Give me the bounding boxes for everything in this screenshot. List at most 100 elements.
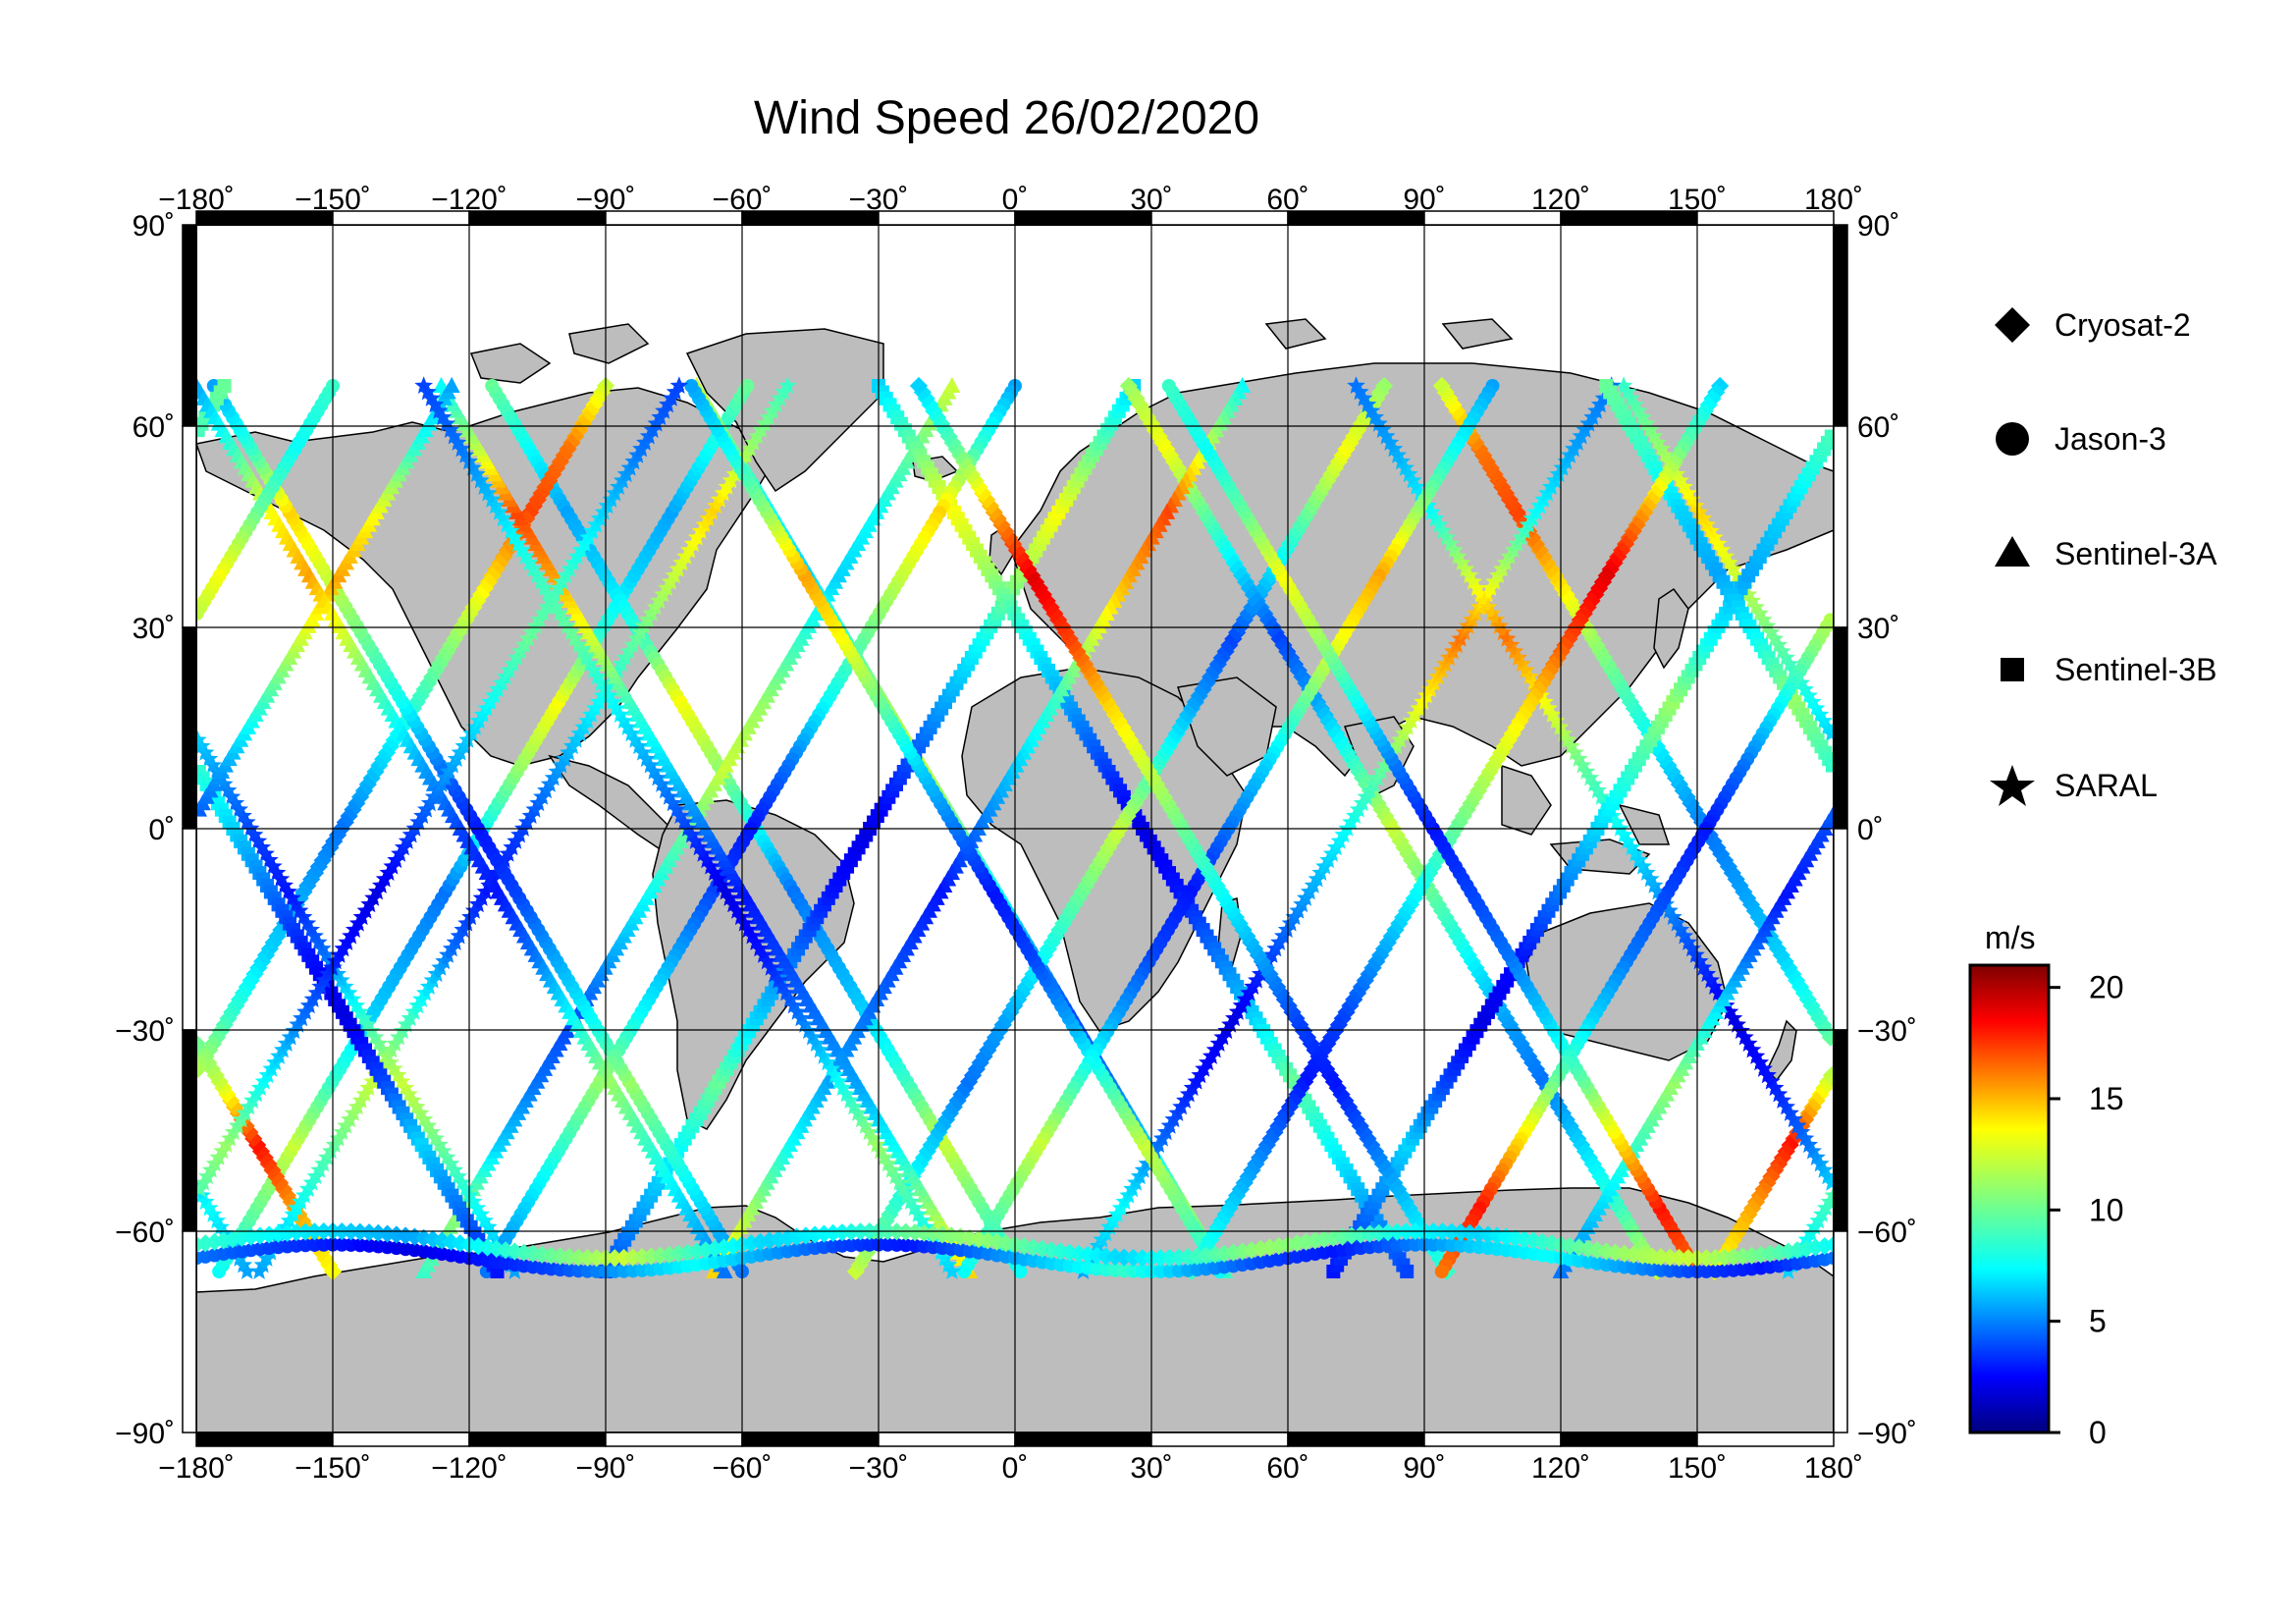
track-point [818, 1053, 837, 1071]
track-point [1407, 477, 1426, 495]
track-point [1564, 623, 1582, 642]
frame-bar-right [1833, 1230, 1848, 1434]
track-point [490, 503, 508, 520]
track-point [207, 1211, 227, 1229]
track-point [531, 571, 551, 590]
track-point [646, 597, 666, 616]
lat-tick-label-left: 0˚ [148, 814, 175, 846]
track-point [573, 414, 593, 433]
track-point [1358, 395, 1377, 413]
frame-bar-bottom [1014, 1432, 1152, 1447]
track-point [1303, 497, 1322, 515]
track-point [1079, 1245, 1097, 1264]
track-point [682, 825, 701, 843]
track-point [1742, 1040, 1762, 1058]
track-point [491, 554, 509, 572]
track-point [752, 420, 771, 438]
track-point [951, 446, 970, 464]
track-point [423, 1230, 443, 1249]
track-point [1482, 604, 1502, 622]
track-point [521, 503, 540, 521]
track-point [1000, 528, 1019, 547]
frame-bar-bottom [1423, 1432, 1562, 1447]
track-point [554, 610, 573, 628]
track-point [514, 1243, 533, 1262]
track-point [569, 421, 589, 440]
track-point [714, 483, 733, 502]
track-point [589, 389, 608, 407]
track-point [644, 762, 664, 780]
track-point [1092, 851, 1110, 870]
track-point [1434, 1265, 1449, 1278]
track-point [909, 376, 929, 396]
track-point [1449, 547, 1468, 565]
track-point [1460, 566, 1479, 584]
track-point [351, 787, 370, 806]
track-point [468, 894, 488, 913]
track-point [414, 376, 433, 394]
track-point [1221, 547, 1240, 567]
track-point [251, 1142, 271, 1161]
track-point [1310, 1047, 1329, 1066]
track-point [433, 407, 453, 426]
track-point [667, 799, 686, 818]
track-point [435, 951, 454, 970]
track-point [1458, 800, 1476, 819]
track-point [609, 661, 627, 678]
track-point [1098, 693, 1117, 712]
track-point [585, 396, 604, 414]
lon-tick-label-top: 90˚ [1403, 184, 1445, 216]
track-point [321, 839, 340, 857]
track-point [921, 396, 939, 414]
track-point [1802, 997, 1821, 1015]
track-point [248, 1136, 267, 1155]
track-point [771, 389, 789, 406]
track-point [1041, 1241, 1061, 1260]
track-point [1824, 1235, 1834, 1254]
track-point [664, 793, 682, 812]
track-point [1762, 1071, 1781, 1090]
track-point [1444, 920, 1463, 940]
frame-bar-bottom [1560, 1432, 1698, 1447]
track-point [727, 901, 747, 919]
track-point [1701, 970, 1721, 989]
track-point [558, 617, 577, 634]
track-point [619, 641, 639, 660]
track-point [1625, 699, 1643, 718]
track-point [374, 1053, 394, 1071]
track-point [652, 775, 671, 792]
track-point [1352, 977, 1371, 997]
track-point [1425, 889, 1444, 907]
track-point [446, 933, 465, 950]
track-point [288, 1198, 306, 1217]
track-point [478, 483, 498, 502]
track-point [196, 730, 207, 748]
track-point [464, 901, 484, 919]
track-point [1105, 1248, 1125, 1267]
track-point [1373, 420, 1392, 438]
frame-bar-bottom [741, 1432, 880, 1447]
track-point [1168, 459, 1187, 477]
track-point [1327, 725, 1346, 743]
track-point [472, 889, 492, 906]
track-point [418, 382, 437, 401]
track-point [1670, 775, 1689, 793]
track-point [516, 547, 535, 565]
track-point [443, 376, 460, 393]
track-point [1054, 914, 1073, 933]
track-point [328, 826, 347, 844]
track-cryosat-2 [909, 376, 1730, 1281]
track-point [932, 414, 951, 433]
track-point [1590, 579, 1609, 598]
lon-tick-label-bottom: 60˚ [1266, 1452, 1308, 1485]
track-point [574, 718, 594, 735]
track-point [1512, 510, 1530, 528]
track-point [867, 1135, 886, 1154]
track-point [1254, 1142, 1273, 1161]
track-point [1644, 876, 1664, 893]
track-point [1406, 857, 1425, 876]
track-point [1476, 769, 1495, 787]
track-point [889, 1173, 909, 1191]
frame-bar-left [182, 1230, 197, 1434]
